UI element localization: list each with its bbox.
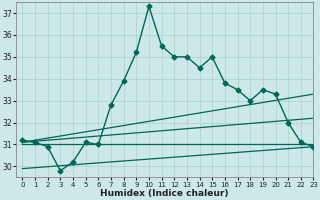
X-axis label: Humidex (Indice chaleur): Humidex (Indice chaleur) <box>100 189 229 198</box>
